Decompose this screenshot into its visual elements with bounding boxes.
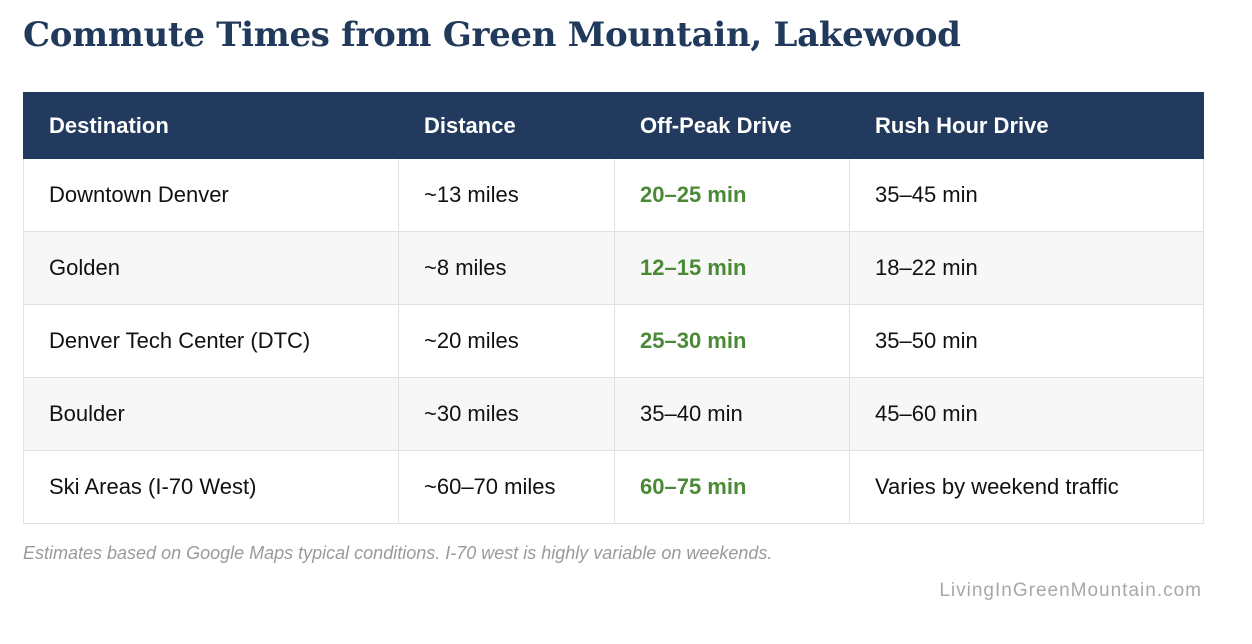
off-peak-cell: 25–30 min bbox=[614, 304, 850, 378]
destination-cell: Ski Areas (I-70 West) bbox=[23, 450, 399, 524]
footnote: Estimates based on Google Maps typical c… bbox=[23, 543, 773, 563]
distance-cell: ~30 miles bbox=[398, 377, 615, 451]
table-row: Denver Tech Center (DTC) ~20 miles 25–30… bbox=[23, 304, 1204, 378]
distance-cell: ~20 miles bbox=[398, 304, 615, 378]
rush-hour-cell: 35–50 min bbox=[849, 304, 1204, 378]
table-row: Ski Areas (I-70 West) ~60–70 miles 60–75… bbox=[23, 450, 1204, 524]
destination-cell: Golden bbox=[23, 231, 399, 305]
off-peak-cell: 35–40 min bbox=[614, 377, 850, 451]
off-peak-cell: 12–15 min bbox=[614, 231, 850, 305]
table-body: Downtown Denver ~13 miles 20–25 min 35–4… bbox=[23, 158, 1204, 524]
distance-cell: ~8 miles bbox=[398, 231, 615, 305]
column-header-distance: Distance bbox=[398, 92, 615, 159]
rush-hour-cell: Varies by weekend traffic bbox=[849, 450, 1204, 524]
off-peak-cell: 60–75 min bbox=[614, 450, 850, 524]
commute-table: Destination Distance Off-Peak Drive Rush… bbox=[23, 92, 1204, 524]
table-header: Destination Distance Off-Peak Drive Rush… bbox=[23, 92, 1204, 159]
destination-cell: Boulder bbox=[23, 377, 399, 451]
column-header-off-peak: Off-Peak Drive bbox=[614, 92, 850, 159]
off-peak-cell: 20–25 min bbox=[614, 158, 850, 232]
site-credit: LivingInGreenMountain.com bbox=[939, 580, 1202, 601]
rush-hour-cell: 18–22 min bbox=[849, 231, 1204, 305]
column-header-destination: Destination bbox=[23, 92, 399, 159]
header-row: Destination Distance Off-Peak Drive Rush… bbox=[23, 92, 1204, 159]
column-header-rush-hour: Rush Hour Drive bbox=[849, 92, 1204, 159]
rush-hour-cell: 35–45 min bbox=[849, 158, 1204, 232]
page-title: Commute Times from Green Mountain, Lakew… bbox=[23, 15, 961, 55]
rush-hour-cell: 45–60 min bbox=[849, 377, 1204, 451]
destination-cell: Denver Tech Center (DTC) bbox=[23, 304, 399, 378]
table-row: Golden ~8 miles 12–15 min 18–22 min bbox=[23, 231, 1204, 305]
destination-cell: Downtown Denver bbox=[23, 158, 399, 232]
table-row: Downtown Denver ~13 miles 20–25 min 35–4… bbox=[23, 158, 1204, 232]
distance-cell: ~60–70 miles bbox=[398, 450, 615, 524]
distance-cell: ~13 miles bbox=[398, 158, 615, 232]
table-row: Boulder ~30 miles 35–40 min 45–60 min bbox=[23, 377, 1204, 451]
